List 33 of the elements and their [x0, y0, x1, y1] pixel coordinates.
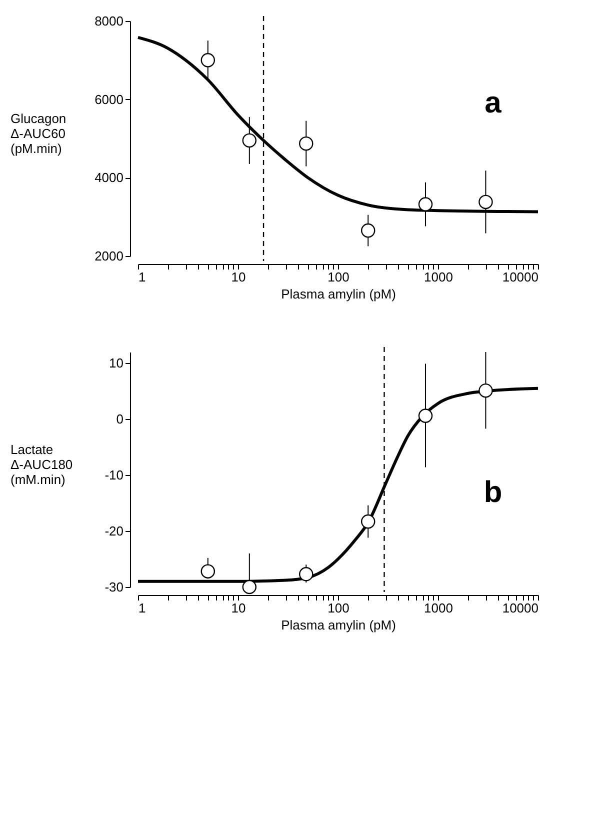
y-tick-label: -20 — [104, 524, 124, 539]
y-tick-label: 4000 — [94, 170, 124, 186]
x-tick-label: 10 — [231, 600, 246, 616]
y-tick-label: -10 — [104, 468, 124, 483]
x-tick-label: 100 — [328, 270, 350, 284]
point — [360, 223, 376, 238]
point — [418, 408, 433, 423]
x-tick-label: 100 — [328, 600, 350, 616]
y-tick-label: 2000 — [94, 248, 124, 264]
y-tick-label: 0 — [116, 412, 124, 427]
annotation: a — [484, 86, 502, 120]
point — [360, 514, 376, 529]
x-tick-label: 1 — [138, 600, 146, 616]
y-axis-title: Glucagon Δ-AUC60 (pM.min) — [10, 111, 66, 156]
point — [478, 194, 493, 210]
point — [478, 384, 493, 398]
y-tick-label: 8000 — [94, 14, 124, 28]
y-tick-label: 10 — [109, 356, 124, 371]
x-axis-title: Plasma amylin (pM) — [281, 618, 396, 632]
x-tick-label: 10000 — [502, 600, 538, 616]
x-tick-label: 10000 — [502, 270, 538, 284]
x-tick-label: 1000 — [424, 270, 453, 284]
annotation: b — [484, 476, 502, 509]
y-axis-title: Lactate Δ-AUC180 (mM.min) — [10, 442, 73, 487]
x-tick-label: 1000 — [424, 600, 453, 616]
y-tick-label: 6000 — [94, 92, 124, 107]
point — [418, 197, 433, 212]
point — [242, 133, 257, 148]
x-axis-title: Plasma amylin (pM) — [281, 286, 396, 302]
y-tick-label: -30 — [104, 580, 124, 594]
x-tick-label: 10 — [231, 270, 246, 284]
x-tick-label: 1 — [138, 270, 146, 284]
point — [242, 580, 257, 594]
